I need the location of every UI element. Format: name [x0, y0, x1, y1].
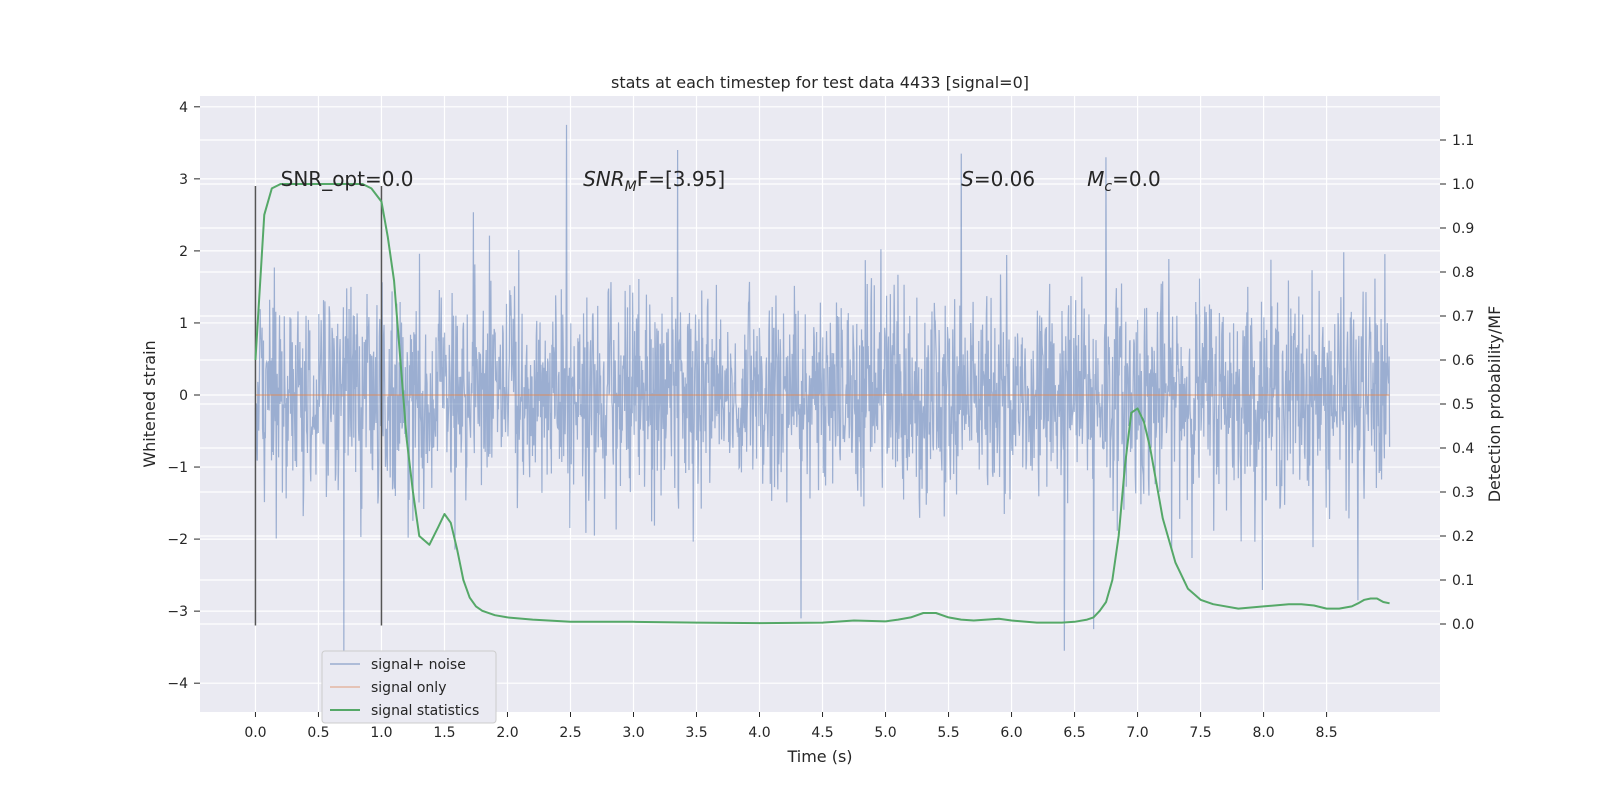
x-tick-label-6: 3.0: [622, 725, 644, 741]
noise-trace: [254, 124, 1391, 651]
y-left-tick-label-1: 3: [179, 172, 188, 188]
y-right-tick-label-6: 0.5: [1452, 397, 1474, 413]
annotations: SNR_opt=0.0 SNRMF=[3.95] S=0.06 Mc=0.0: [281, 167, 1161, 195]
x-tick-label-11: 5.5: [937, 725, 959, 741]
y-left-tick-label-2: 2: [179, 244, 188, 260]
y-right-tick-label-5: 0.6: [1452, 353, 1474, 369]
x-tick-label-7: 3.5: [685, 725, 707, 741]
annotation-snr-opt: SNR_opt=0.0: [281, 167, 414, 191]
x-tick-label-17: 8.5: [1315, 725, 1337, 741]
legend-label-signal-only: signal only: [371, 680, 446, 696]
legend-label-signal-noise: signal+ noise: [371, 657, 466, 673]
x-tick-label-16: 8.0: [1252, 725, 1274, 741]
y-left-axis-label: Whitened strain: [140, 340, 159, 467]
y-right-tick-label-2: 0.9: [1452, 221, 1474, 237]
y-left-axis-ticks: 4 3 2 1 0 −1 −2 −3 −4: [167, 100, 200, 692]
legend-label-signal-statistics: signal statistics: [371, 703, 479, 719]
y-left-tick-label-5: −1: [167, 460, 188, 476]
x-tick-label-15: 7.5: [1189, 725, 1211, 741]
annotation-s-value: S=0.06: [961, 167, 1035, 191]
x-tick-label-9: 4.5: [811, 725, 833, 741]
y-right-tick-label-4: 0.7: [1452, 309, 1474, 325]
annotation-snr-mf: SNRMF=[3.95]: [583, 167, 725, 195]
y-right-tick-label-8: 0.3: [1452, 485, 1474, 501]
vertical-markers: [254, 186, 383, 626]
x-tick-label-3: 1.5: [433, 725, 455, 741]
annotation-mc-value: Mc=0.0: [1087, 167, 1161, 195]
y-right-tick-label-11: 0.0: [1452, 617, 1474, 633]
x-tick-label-1: 0.5: [307, 725, 329, 741]
x-tick-label-14: 7.0: [1126, 725, 1148, 741]
y-right-tick-label-9: 0.2: [1452, 529, 1474, 545]
y-left-tick-label-8: −4: [167, 676, 188, 692]
x-tick-label-8: 4.0: [748, 725, 770, 741]
x-tick-label-4: 2.0: [496, 725, 518, 741]
chart-title: stats at each timestep for test data 443…: [611, 73, 1029, 92]
x-tick-label-2: 1.0: [370, 725, 392, 741]
x-tick-label-5: 2.5: [559, 725, 581, 741]
series-signal-statistics: [254, 183, 1390, 625]
y-left-tick-label-3: 1: [179, 316, 188, 332]
x-tick-label-0: 0.0: [244, 725, 266, 741]
y-right-axis-label: Detection probability/MF: [1485, 306, 1504, 503]
legend: signal+ noise signal only signal statist…: [321, 650, 497, 724]
y-right-tick-label-1: 1.0: [1452, 177, 1474, 193]
series-signal-noise: [254, 124, 1391, 651]
x-tick-label-12: 6.0: [1000, 725, 1022, 741]
y-right-tick-label-0: 1.1: [1452, 133, 1474, 149]
y-right-tick-label-7: 0.4: [1452, 441, 1474, 457]
x-axis-ticks: 0.0 0.5 1.0 1.5 2.0 2.5 3.0 3.5 4.0 4.5 5.0 5.5 6.0 6…: [244, 712, 1338, 741]
x-axis-label: Time (s): [786, 747, 852, 766]
y-left-tick-label-6: −2: [167, 532, 188, 548]
statistics-line: [254, 183, 1390, 625]
x-tick-label-10: 5.0: [874, 725, 896, 741]
y-right-axis-ticks: 1.1 1.0 0.9 0.8 0.7 0.6 0.5 0.4 0.3 0.2 0.1 0.0: [1440, 133, 1474, 633]
y-right-tick-label-3: 0.8: [1452, 265, 1474, 281]
y-left-tick-label-0: 4: [179, 100, 188, 116]
y-left-tick-label-4: 0: [179, 388, 188, 404]
y-left-tick-label-7: −3: [167, 604, 188, 620]
y-right-tick-label-10: 0.1: [1452, 573, 1474, 589]
x-tick-label-13: 6.5: [1063, 725, 1085, 741]
legend-box: [321, 650, 497, 724]
